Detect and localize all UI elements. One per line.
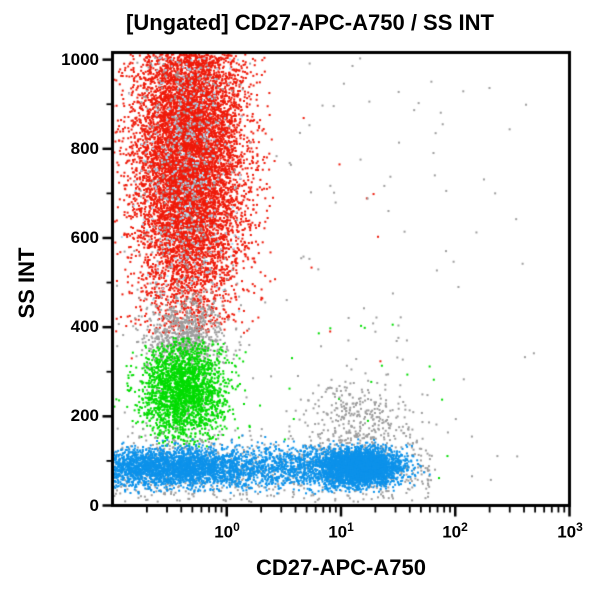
chart-title: [Ungated] CD27-APC-A750 / SS INT	[126, 10, 494, 35]
y-axis-label: SS INT	[14, 247, 39, 319]
y-tick-label-1000: 1000	[61, 50, 99, 69]
x-axis-label: CD27-APC-A750	[256, 555, 426, 580]
y-tick-label-0: 0	[89, 496, 99, 515]
y-tick-label-800: 800	[70, 139, 99, 158]
x-tick-label-1e1: 101	[328, 520, 354, 542]
x-tick-label-1e3: 103	[557, 520, 583, 542]
x-tick-label-1e0: 100	[214, 520, 240, 542]
y-tick-label-600: 600	[70, 228, 99, 247]
y-tick-label-400: 400	[70, 317, 99, 336]
y-tick-label-200: 200	[70, 406, 99, 425]
x-tick-label-1e2: 102	[442, 520, 468, 542]
